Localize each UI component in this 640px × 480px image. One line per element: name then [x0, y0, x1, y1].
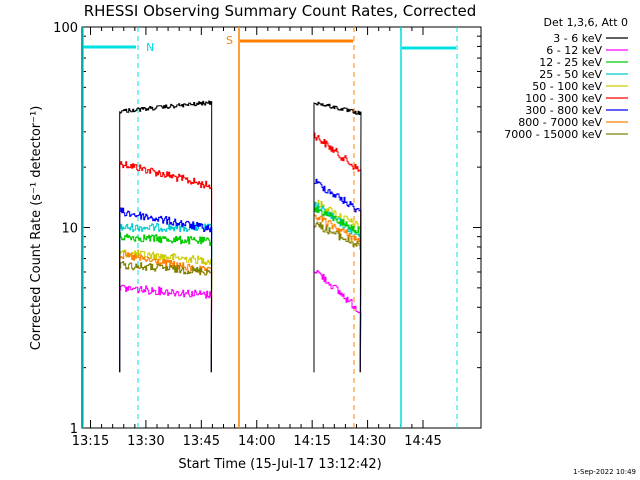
- legend-label: 300 - 800 keV: [525, 104, 602, 117]
- legend-label: 50 - 100 keV: [532, 80, 602, 93]
- series-segment-1: [119, 284, 213, 373]
- series-segment-2: [313, 101, 362, 373]
- series-segment-1: [119, 223, 213, 373]
- y-tick-label: 100: [53, 21, 78, 36]
- series-segment-2: [313, 221, 362, 373]
- x-tick-label: 14:15: [293, 434, 330, 449]
- legend-title: Det 1,3,6, Att 0: [544, 16, 628, 29]
- saa-label: S: [226, 34, 233, 47]
- series-segment-2: [313, 205, 362, 373]
- y-tick-label: 10: [61, 222, 78, 237]
- x-tick-label: 13:45: [183, 434, 220, 449]
- x-tick-label: 13:15: [72, 434, 109, 449]
- y-tick-label: 1: [70, 422, 78, 437]
- x-tick-label: 14:45: [404, 434, 441, 449]
- chart-title: RHESSI Observing Summary Count Rates, Co…: [84, 2, 477, 20]
- legend-label: 7000 - 15000 keV: [504, 128, 602, 141]
- series-segment-2: [313, 178, 362, 373]
- series-segment-2: [313, 132, 362, 373]
- legend-label: 100 - 300 keV: [525, 92, 602, 105]
- y-axis-label: Corrected Count Rate (s⁻¹ detector⁻¹): [29, 106, 44, 351]
- legend-label: 800 - 7000 keV: [518, 116, 602, 129]
- x-tick-label: 13:30: [127, 434, 164, 449]
- series-segment-2: [313, 199, 362, 373]
- series-segment-1: [119, 261, 213, 373]
- series-segment-2: [313, 269, 362, 373]
- series-segment-1: [119, 249, 213, 373]
- night-label: N: [146, 41, 154, 54]
- legend-label: 12 - 25 keV: [539, 56, 602, 69]
- legend-label: 3 - 6 keV: [553, 32, 602, 45]
- x-tick-label: 14:00: [238, 434, 275, 449]
- series-segment-1: [119, 161, 213, 373]
- legend-label: 6 - 12 keV: [546, 44, 602, 57]
- x-tick-label: 14:30: [349, 434, 386, 449]
- series-segment-1: [119, 232, 213, 373]
- series-segment-1: [119, 207, 213, 373]
- plot-area: 13:15 13:30 13:45 14:00 14:15 14:30 14:45 1 10 10…: [53, 21, 482, 449]
- series-segment-1: [119, 100, 213, 373]
- legend-label: 25 - 50 keV: [539, 68, 602, 81]
- footer-timestamp: 1-Sep-2022 10:49: [573, 468, 636, 476]
- x-axis-label: Start Time (15-Jul-17 13:12:42): [178, 457, 381, 472]
